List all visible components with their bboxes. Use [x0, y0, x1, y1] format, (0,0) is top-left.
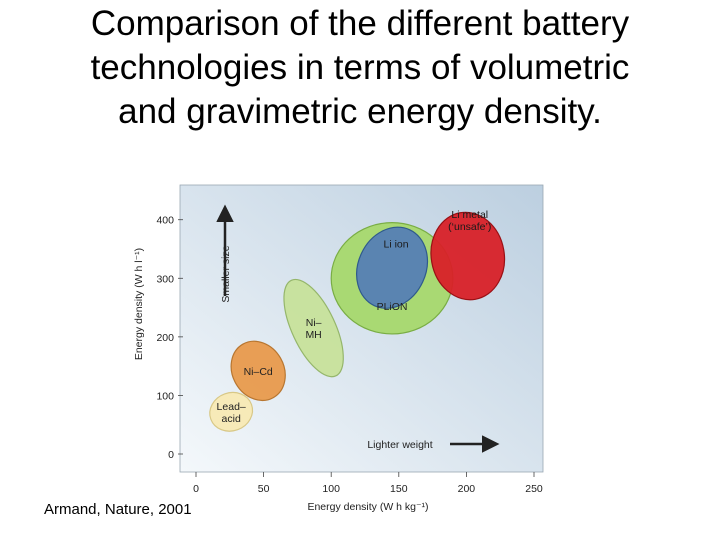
bubble-label-li-ion: Li ion	[383, 239, 408, 251]
energy-density-chart: 0 100 200 300 400 0 50 100 150 200 250 Lead–acid N…	[128, 178, 568, 520]
bubble-label-ni-mh: Ni–	[306, 317, 322, 329]
x-tick-label: 50	[258, 483, 270, 495]
citation: Armand, Nature, 2001	[44, 501, 192, 518]
x-tick-label: 0	[193, 483, 199, 495]
title-line-3: and gravimetric energy density.	[0, 90, 720, 134]
y-tick-label: 100	[156, 390, 174, 402]
bubble-label-ni-cd: Ni–Cd	[244, 366, 273, 378]
x-tick-label: 150	[390, 483, 408, 495]
y-tick-label: 400	[156, 215, 174, 227]
title-line-2: technologies in terms of volumetric	[0, 46, 720, 90]
bubble-label-li-metal-unsafe: Li metal	[451, 209, 488, 221]
x-tick-label: 100	[322, 483, 340, 495]
y-tick-label: 300	[156, 273, 174, 285]
bubble-label-ni-mh: MH	[305, 329, 321, 341]
y-tick-label: 0	[168, 449, 174, 461]
bubble-label-li-metal-unsafe: (‘unsafe’)	[448, 221, 491, 233]
x-axis-label: Energy density (W h kg⁻¹)	[307, 501, 428, 513]
x-tick-label: 250	[525, 483, 543, 495]
y-tick-label: 200	[156, 332, 174, 344]
slide-title: Comparison of the different battery tech…	[0, 2, 720, 134]
lighter-weight-label: Lighter weight	[367, 439, 432, 451]
bubble-label-lead-acid: Lead–	[217, 401, 246, 413]
bubble-label-plion: PLiON	[377, 301, 408, 313]
x-tick-label: 200	[458, 483, 476, 495]
bubble-label-lead-acid: acid	[222, 413, 241, 425]
title-line-1: Comparison of the different battery	[0, 2, 720, 46]
smaller-size-label: Smaller size	[220, 245, 232, 302]
y-axis-label: Energy density (W h l⁻¹)	[133, 248, 145, 360]
